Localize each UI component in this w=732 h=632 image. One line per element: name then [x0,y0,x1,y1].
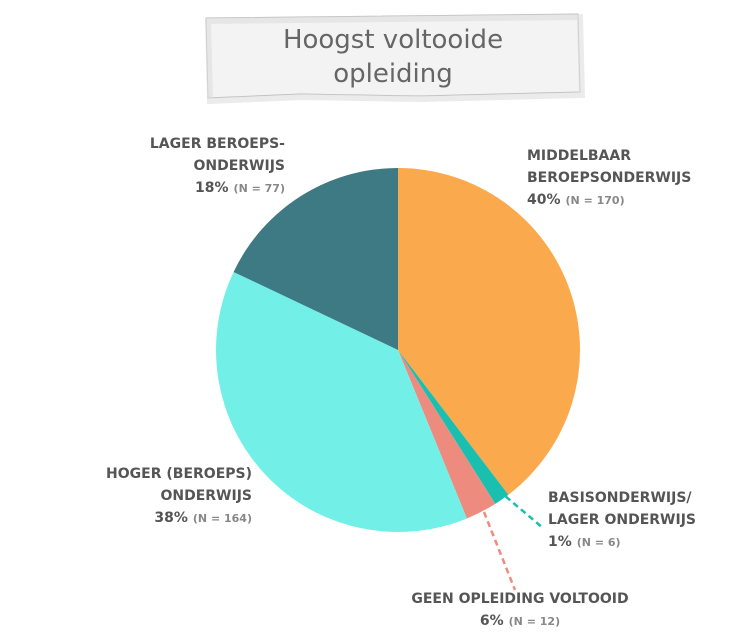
slice-label: ONDERWIJS [160,488,252,504]
leader-line [482,511,517,591]
pie-slice [398,168,581,495]
count-label: (N = 12) [509,615,560,628]
count-label: (N = 164) [193,512,252,525]
slice-value: 1% (N = 6) [548,534,621,550]
slice-label: BASISONDERWIJS/ [548,490,692,506]
pie-slice [398,350,496,519]
title-box: Hoogst voltooide opleiding [204,13,586,105]
slice-label: LAGER ONDERWIJS [548,512,696,528]
chart-title: Hoogst voltooide [283,25,503,55]
percent-label: 6% [480,613,504,629]
pie-slice [398,350,509,504]
percent-label: 1% [548,534,572,550]
slice-label: LAGER BEROEPS- [150,136,285,152]
count-label: (N = 77) [234,182,285,195]
chart-title: opleiding [333,59,453,89]
pie-slice [233,168,398,350]
count-label: (N = 170) [566,194,625,207]
slice-value: 40% (N = 170) [527,192,625,208]
count-label: (N = 6) [577,536,621,549]
slice-label: HOGER (BEROEPS) [106,466,252,482]
slice-label: ONDERWIJS [193,158,285,174]
slice-label: BEROEPSONDERWIJS [527,170,691,186]
percent-label: 18% [195,180,229,196]
percent-label: 38% [154,510,188,526]
slice-label: MIDDELBAAR [527,148,631,164]
slice-value: 18% (N = 77) [195,180,285,196]
slice-value: 38% (N = 164) [154,510,252,526]
percent-label: 40% [527,192,561,208]
pie-slice [215,271,467,533]
slice-value: 6% (N = 12) [480,613,560,629]
slice-label: GEEN OPLEIDING VOLTOOID [411,591,628,607]
